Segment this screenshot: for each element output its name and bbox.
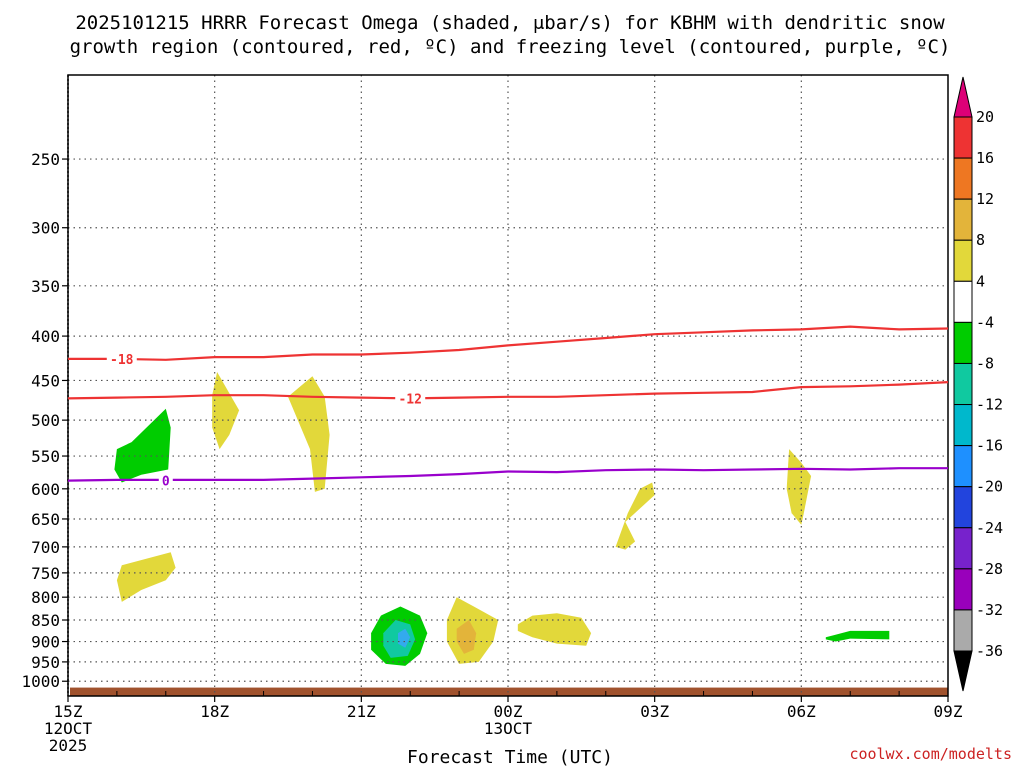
x-tick-label: 13OCT bbox=[484, 719, 533, 738]
contour-label-bg bbox=[158, 472, 173, 489]
y-tick-label: 600 bbox=[31, 480, 60, 499]
contour-label: -12 bbox=[398, 392, 421, 407]
colorbar-segment bbox=[953, 527, 973, 570]
contour-line bbox=[67, 381, 949, 400]
contour-lines: -18 -12 0 bbox=[67, 325, 949, 490]
omega-shade-region bbox=[114, 408, 171, 483]
y-tick-label: 800 bbox=[31, 588, 60, 607]
y-tick-label: 300 bbox=[31, 219, 60, 238]
x-axis-title: Forecast Time (UTC) bbox=[407, 747, 613, 768]
x-tick-label: 21Z bbox=[347, 702, 376, 721]
y-tick-label: 650 bbox=[31, 510, 60, 529]
colorbar-label: -12 bbox=[976, 396, 1003, 414]
x-tick-label: 00Z bbox=[494, 702, 523, 721]
colorbar: 20 16 12 8 4 -4 -8 -12 -16 -20 -24 -28 -32 -36 bbox=[953, 76, 1003, 692]
ground-surface bbox=[70, 687, 948, 696]
y-tick-label: 350 bbox=[31, 277, 60, 296]
colorbar-segment bbox=[953, 157, 973, 200]
contour-label-bg bbox=[395, 390, 426, 407]
contour-label: 0 bbox=[162, 475, 170, 490]
y-tick-label: 550 bbox=[31, 447, 60, 466]
omega-shade-region bbox=[398, 628, 411, 648]
chart-title-line-1: 2025101215 HRRR Forecast Omega (shaded, … bbox=[75, 12, 945, 34]
x-tick-label: 03Z bbox=[640, 702, 669, 721]
omega-shade-region bbox=[212, 372, 240, 450]
y-tick-label: 950 bbox=[31, 653, 60, 672]
y-tick-label: 500 bbox=[31, 411, 60, 430]
colorbar-segment bbox=[953, 445, 973, 488]
colorbar-label: 20 bbox=[976, 108, 994, 126]
x-tick-label: 09Z bbox=[934, 702, 963, 721]
colorbar-segment bbox=[953, 280, 973, 323]
x-tick-label: 15Z bbox=[54, 702, 83, 721]
omega-shade-region bbox=[786, 449, 812, 525]
colorbar-segment bbox=[953, 321, 973, 364]
colorbar-label: -8 bbox=[976, 354, 994, 372]
omega-shade-region bbox=[825, 630, 890, 642]
contour-line bbox=[68, 325, 949, 361]
colorbar-segment bbox=[953, 486, 973, 529]
x-tick-label: 18Z bbox=[200, 702, 229, 721]
colorbar-segment bbox=[953, 404, 973, 447]
omega-shade-region bbox=[456, 620, 477, 654]
x-tick-label: 06Z bbox=[787, 702, 816, 721]
omega-shade-region bbox=[517, 613, 592, 646]
colorbar-label: -32 bbox=[976, 601, 1003, 619]
colorbar-label: 4 bbox=[976, 272, 985, 290]
colorbar-segment bbox=[953, 198, 973, 241]
omega-shade-region bbox=[615, 482, 655, 550]
colorbar-label: -20 bbox=[976, 478, 1003, 496]
colorbar-label: -36 bbox=[976, 642, 1003, 660]
colorbar-segment bbox=[953, 116, 973, 159]
colorbar-top-arrow bbox=[953, 76, 973, 118]
x-tick-label: 2025 bbox=[49, 736, 88, 755]
colorbar-segment bbox=[953, 362, 973, 406]
contour-label: -18 bbox=[110, 353, 134, 368]
colorbar-segment bbox=[953, 609, 973, 652]
y-tick-label: 850 bbox=[31, 611, 60, 630]
colorbar-label: -24 bbox=[976, 519, 1003, 537]
y-axis-ticks: 250 300 350 400 450 500 550 600 650 700 750 800 850 9… bbox=[21, 150, 68, 691]
colorbar-segment bbox=[953, 568, 973, 611]
colorbar-label: -28 bbox=[976, 560, 1003, 578]
plot-frame bbox=[67, 74, 949, 697]
colorbar-label: -16 bbox=[976, 437, 1003, 455]
omega-shade-region bbox=[288, 376, 330, 492]
y-tick-label: 1000 bbox=[21, 672, 60, 691]
grid-lines bbox=[67, 74, 949, 697]
y-tick-label: 250 bbox=[31, 150, 60, 169]
credit-text: coolwx.com/modelts bbox=[849, 745, 1012, 763]
y-tick-label: 900 bbox=[31, 633, 60, 652]
y-tick-label: 400 bbox=[31, 327, 60, 346]
colorbar-label: 16 bbox=[976, 149, 994, 167]
colorbar-segment bbox=[953, 239, 973, 282]
chart-title: 2025101215 HRRR Forecast Omega (shaded, … bbox=[70, 12, 951, 58]
y-tick-label: 750 bbox=[31, 564, 60, 583]
colorbar-bottom-arrow bbox=[953, 650, 973, 692]
contour-label-bg bbox=[106, 350, 137, 367]
colorbar-label: 12 bbox=[976, 190, 994, 208]
y-tick-label: 450 bbox=[31, 371, 60, 390]
omega-shade-region bbox=[116, 552, 176, 602]
x-tick-label: 12OCT bbox=[44, 719, 93, 738]
colorbar-label: -4 bbox=[976, 313, 994, 331]
chart-title-line-2: growth region (contoured, red, ºC) and f… bbox=[70, 36, 951, 58]
colorbar-label: 8 bbox=[976, 231, 985, 249]
contour-line bbox=[67, 467, 948, 482]
y-tick-label: 700 bbox=[31, 538, 60, 557]
